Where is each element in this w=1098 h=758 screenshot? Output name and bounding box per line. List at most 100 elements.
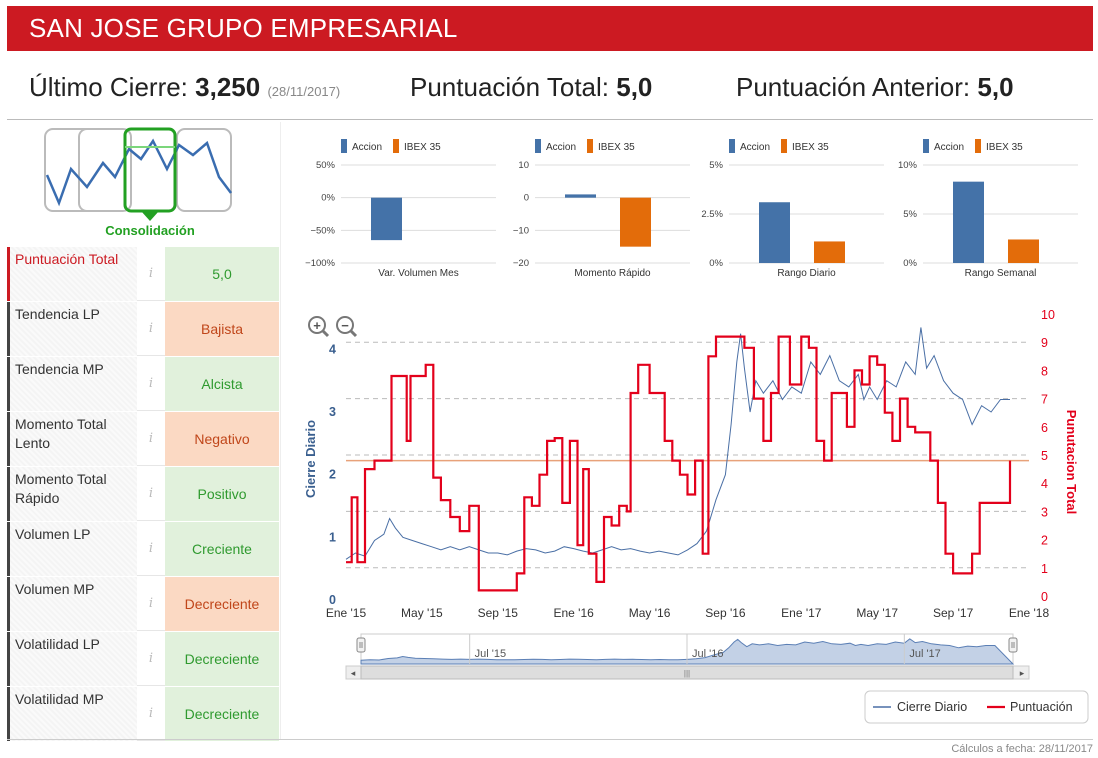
legend-swatch-ibex: [393, 139, 399, 153]
axis-tick: 2.5%: [701, 209, 723, 220]
mini-chart-title: Var. Volumen Mes: [378, 268, 458, 279]
legend-accion: Accion: [740, 142, 770, 153]
indicator-row: Volatilidad MP i Decreciente: [7, 687, 279, 741]
legend-ibex: IBEX 35: [598, 142, 635, 153]
indicator-value: Decreciente: [165, 687, 279, 741]
legend-swatch-accion: [923, 139, 929, 153]
zoom-in-icon[interactable]: +: [308, 316, 330, 338]
bar-ibex: [1008, 239, 1039, 263]
svg-text:|||: |||: [684, 669, 690, 678]
left-axis-tick: 0: [329, 593, 336, 607]
chart-legend: Cierre Diario Puntuación: [864, 690, 1089, 724]
last-close: Último Cierre: 3,250 (28/11/2017): [29, 72, 340, 103]
indicator-value: Decreciente: [165, 632, 279, 686]
info-icon[interactable]: i: [148, 376, 154, 391]
mini-chart: Accion IBEX 35 50% 0% −50% −100% Var. Volumen …: [305, 139, 496, 279]
indicator-label: Puntuación Total: [7, 247, 137, 301]
legend-swatch-ibex: [975, 139, 981, 153]
zoom-out-icon[interactable]: −: [336, 316, 358, 338]
info-icon[interactable]: i: [148, 266, 154, 281]
x-axis-tick: May '16: [629, 606, 671, 620]
info-icon[interactable]: i: [148, 706, 154, 721]
navigator-handle-right[interactable]: [1008, 637, 1018, 653]
indicator-value: Decreciente: [165, 577, 279, 631]
pattern-label: Consolidación: [105, 223, 195, 238]
indicator-row: Tendencia LP i Bajista: [7, 302, 279, 356]
navigator-scrollbar[interactable]: ◂ ▸ |||: [345, 665, 1030, 680]
indicator-value: Positivo: [165, 467, 279, 521]
legend-ibex: IBEX 35: [404, 142, 441, 153]
right-axis-tick: 5: [1041, 449, 1048, 463]
right-axis-tick: 6: [1041, 421, 1048, 435]
x-axis-tick: Ene '16: [554, 606, 595, 620]
prev-score-label: Puntuación Anterior:: [736, 72, 971, 102]
indicator-value: Alcista: [165, 357, 279, 411]
axis-tick: 0: [524, 193, 529, 204]
legend-ibex: IBEX 35: [986, 142, 1023, 153]
bar-accion: [759, 202, 790, 263]
info-icon[interactable]: i: [148, 541, 154, 556]
navigator-handle-left[interactable]: [356, 637, 366, 653]
legend-swatch-accion: [535, 139, 541, 153]
right-axis-tick: 0: [1041, 590, 1048, 604]
bar-accion: [371, 197, 402, 241]
navigator-tick: Jul '15: [475, 648, 506, 660]
legend-swatch-ibex: [781, 139, 787, 153]
legend-score[interactable]: Puntuación: [1010, 700, 1073, 714]
bar-ibex: [620, 197, 651, 247]
navigator[interactable]: Jul '15 Jul '16 Jul '17: [360, 633, 1015, 665]
svg-text:+: +: [313, 318, 321, 333]
right-axis-tick: 1: [1041, 562, 1048, 576]
right-axis-tick: 10: [1041, 308, 1055, 322]
mini-chart-title: Rango Semanal: [965, 268, 1037, 279]
right-axis-tick: 2: [1041, 534, 1048, 548]
info-icon[interactable]: i: [148, 651, 154, 666]
right-axis-tick: 3: [1041, 505, 1048, 519]
x-axis-tick: Sep '16: [705, 606, 746, 620]
prev-score-value: 5,0: [977, 72, 1014, 102]
axis-tick: 10: [518, 160, 529, 171]
axis-tick: 0%: [709, 258, 723, 269]
axis-tick: 5%: [903, 209, 917, 220]
indicator-row: Momento Total Rápido i Positivo: [7, 467, 279, 521]
charts-panel: Accion IBEX 35 50% 0% −50% −100% Var. Volumen …: [280, 122, 1094, 739]
info-icon[interactable]: i: [148, 596, 154, 611]
navigator-tick: Jul '17: [909, 648, 940, 660]
info-icon[interactable]: i: [148, 431, 154, 446]
mini-chart-title: Rango Diario: [777, 268, 836, 279]
x-axis-tick: Sep '15: [478, 606, 519, 620]
mini-chart: Accion IBEX 35 5% 2.5% 0% Rango Diario: [701, 139, 884, 279]
indicator-value: 5,0: [165, 247, 279, 301]
x-axis-tick: Ene '17: [781, 606, 822, 620]
total-score-label: Puntuación Total:: [410, 72, 609, 102]
axis-tick: 5%: [709, 160, 723, 171]
series-cierre-diario: [345, 327, 1010, 560]
indicator-label: Volumen LP: [7, 522, 137, 576]
axis-tick: 10%: [898, 160, 918, 171]
left-axis-tick: 1: [329, 530, 336, 544]
svg-text:▸: ▸: [1020, 668, 1025, 678]
total-score-value: 5,0: [616, 72, 653, 102]
indicator-label: Volumen MP: [7, 577, 137, 631]
company-title: SAN JOSE GRUPO EMPRESARIAL: [7, 6, 1093, 51]
indicator-panel: Consolidación Puntuación Total i 5,0 Tenden…: [7, 122, 279, 741]
indicator-value: Bajista: [165, 302, 279, 356]
pattern-thumbnail: Consolidación: [44, 127, 232, 238]
axis-tick: 0%: [321, 193, 335, 204]
indicator-row: Volumen LP i Creciente: [7, 522, 279, 576]
price-score-chart: 0 1 2 3 4 5 6 7 8 9 10 0 1 2 3 4 Cierre Diario Punutacion…: [303, 308, 1089, 724]
indicator-label: Tendencia MP: [7, 357, 137, 411]
info-icon[interactable]: i: [148, 321, 154, 336]
axis-tick: −10: [513, 225, 529, 236]
info-icon[interactable]: i: [148, 486, 154, 501]
axis-tick: −50%: [310, 225, 335, 236]
legend-accion: Accion: [934, 142, 964, 153]
indicator-value: Negativo: [165, 412, 279, 466]
axis-tick: 50%: [316, 160, 336, 171]
legend-close[interactable]: Cierre Diario: [897, 700, 967, 714]
bar-ibex: [814, 241, 845, 263]
left-axis-tick: 3: [329, 405, 336, 419]
x-axis-tick: May '15: [401, 606, 443, 620]
left-axis-tick: 2: [329, 468, 336, 482]
right-axis-tick: 4: [1041, 477, 1048, 491]
